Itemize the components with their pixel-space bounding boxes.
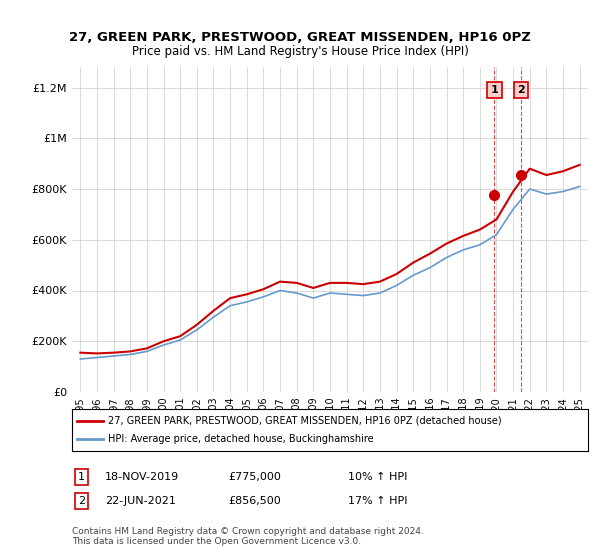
Text: 17% ↑ HPI: 17% ↑ HPI bbox=[348, 496, 407, 506]
Text: Price paid vs. HM Land Registry's House Price Index (HPI): Price paid vs. HM Land Registry's House … bbox=[131, 45, 469, 58]
Text: 27, GREEN PARK, PRESTWOOD, GREAT MISSENDEN, HP16 0PZ (detached house): 27, GREEN PARK, PRESTWOOD, GREAT MISSEND… bbox=[108, 416, 502, 426]
Text: 1: 1 bbox=[491, 85, 499, 95]
Text: 1: 1 bbox=[78, 472, 85, 482]
Text: 10% ↑ HPI: 10% ↑ HPI bbox=[348, 472, 407, 482]
Text: 22-JUN-2021: 22-JUN-2021 bbox=[105, 496, 176, 506]
Text: Contains HM Land Registry data © Crown copyright and database right 2024.
This d: Contains HM Land Registry data © Crown c… bbox=[72, 526, 424, 546]
Text: £775,000: £775,000 bbox=[228, 472, 281, 482]
Text: 27, GREEN PARK, PRESTWOOD, GREAT MISSENDEN, HP16 0PZ: 27, GREEN PARK, PRESTWOOD, GREAT MISSEND… bbox=[69, 31, 531, 44]
Text: £856,500: £856,500 bbox=[228, 496, 281, 506]
Text: HPI: Average price, detached house, Buckinghamshire: HPI: Average price, detached house, Buck… bbox=[108, 434, 374, 444]
Text: 2: 2 bbox=[517, 85, 525, 95]
Text: 18-NOV-2019: 18-NOV-2019 bbox=[105, 472, 179, 482]
Text: 2: 2 bbox=[78, 496, 85, 506]
